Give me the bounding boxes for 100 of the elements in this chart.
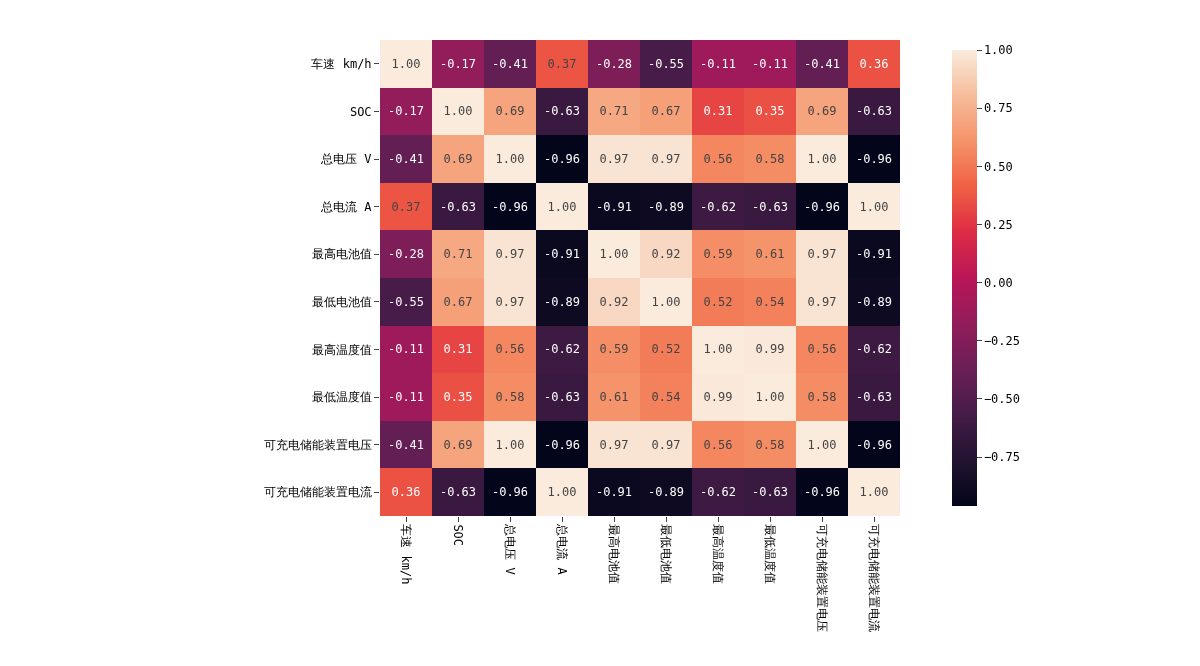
data-label: -0.63 xyxy=(439,200,477,215)
x-tick-label: 最低电池值 xyxy=(659,524,674,585)
data-label: 1.00 xyxy=(443,104,473,119)
data-label: 0.99 xyxy=(703,390,733,405)
data-label: -0.62 xyxy=(543,342,581,357)
data-label: 0.69 xyxy=(495,104,525,119)
data-label: -0.91 xyxy=(855,247,893,262)
y-tick-label: 最低温度值 xyxy=(311,390,372,405)
data-label: 0.97 xyxy=(651,438,681,453)
data-label: 0.54 xyxy=(755,295,785,310)
data-label: 1.00 xyxy=(807,438,837,453)
color-bar-label: −0.50 xyxy=(983,392,1021,407)
data-label: -0.96 xyxy=(855,438,893,453)
data-label: 0.59 xyxy=(599,342,629,357)
data-label: 1.00 xyxy=(495,152,525,167)
data-label: -0.96 xyxy=(491,485,529,500)
data-label: 0.56 xyxy=(807,342,837,357)
data-label: 1.00 xyxy=(859,485,889,500)
data-label: -0.89 xyxy=(647,200,685,215)
data-label: 0.37 xyxy=(391,200,421,215)
data-label: -0.41 xyxy=(387,152,425,167)
data-label: 0.97 xyxy=(807,295,837,310)
data-label: 0.67 xyxy=(651,104,681,119)
data-label: 0.97 xyxy=(495,295,525,310)
data-label: 1.00 xyxy=(599,247,629,262)
data-label: 1.00 xyxy=(859,200,889,215)
data-label: 0.36 xyxy=(391,485,421,500)
data-label: 0.69 xyxy=(443,438,473,453)
data-label: 1.00 xyxy=(547,200,577,215)
data-label: -0.55 xyxy=(387,295,425,310)
color-bar-label: −0.75 xyxy=(983,450,1021,465)
data-label: -0.41 xyxy=(803,57,841,72)
data-label: -0.62 xyxy=(699,200,737,215)
data-label: -0.41 xyxy=(387,438,425,453)
x-tick-label: 可充电储能装置电流 xyxy=(867,524,882,633)
data-label: -0.55 xyxy=(647,57,685,72)
data-label: 1.00 xyxy=(547,485,577,500)
data-label: -0.63 xyxy=(543,390,581,405)
y-tick-label: SOC xyxy=(349,104,372,119)
color-bar-label: 0.25 xyxy=(983,217,1013,232)
data-label: -0.63 xyxy=(855,104,893,119)
data-label: 0.35 xyxy=(443,390,473,405)
data-label: 0.58 xyxy=(807,390,837,405)
data-label: 0.31 xyxy=(703,104,733,119)
data-label: 0.69 xyxy=(443,152,473,167)
y-tick-label: 总电压 V xyxy=(320,152,372,167)
data-label: -0.96 xyxy=(803,200,841,215)
data-label: -0.89 xyxy=(855,295,893,310)
data-label: 0.54 xyxy=(651,390,681,405)
data-label: 0.99 xyxy=(755,342,785,357)
data-label: 0.56 xyxy=(703,438,733,453)
data-label: 0.31 xyxy=(443,342,473,357)
data-label: -0.17 xyxy=(439,57,477,72)
data-label: 0.97 xyxy=(495,247,525,262)
data-label: -0.62 xyxy=(699,485,737,500)
y-tick-label: 车速 km/h xyxy=(311,57,372,71)
data-label: 1.00 xyxy=(807,152,837,167)
color-bar-label: 1.00 xyxy=(983,43,1013,58)
data-label: 0.97 xyxy=(599,438,629,453)
data-label: -0.96 xyxy=(855,152,893,167)
data-label: -0.96 xyxy=(543,438,581,453)
data-label: 1.00 xyxy=(391,57,421,72)
data-label: -0.28 xyxy=(387,247,425,262)
data-label: -0.11 xyxy=(751,57,789,72)
color-bar-label: −0.25 xyxy=(983,334,1021,349)
data-label: 1.00 xyxy=(495,438,525,453)
x-tick-label: 最低温度值 xyxy=(763,524,778,585)
data-label: -0.91 xyxy=(595,485,633,500)
y-tick-label: 可充电储能装置电压 xyxy=(263,437,372,452)
color-bar-label: 0.50 xyxy=(983,159,1013,174)
x-tick-label: 车速 km/h xyxy=(399,524,414,585)
y-tick-label: 最高温度值 xyxy=(311,342,372,357)
data-label: -0.63 xyxy=(751,200,789,215)
data-label: 0.92 xyxy=(651,247,681,262)
y-tick-label: 最高电池值 xyxy=(311,247,372,262)
data-label: -0.63 xyxy=(439,485,477,500)
data-label: -0.17 xyxy=(387,104,425,119)
data-label: 1.00 xyxy=(755,390,785,405)
data-label: 0.71 xyxy=(599,104,629,119)
data-label: 1.00 xyxy=(703,342,733,357)
data-label: 0.36 xyxy=(859,57,889,72)
data-label: 0.52 xyxy=(651,342,681,357)
y-tick-label: 可充电储能装置电流 xyxy=(263,485,372,500)
color-bar-label: 0.00 xyxy=(983,275,1013,290)
data-label: 0.52 xyxy=(703,295,733,310)
x-tick-label: SOC xyxy=(451,524,466,547)
x-tick-label: 可充电储能装置电压 xyxy=(815,524,830,633)
x-tick-label: 最高温度值 xyxy=(711,524,726,585)
data-label: 0.61 xyxy=(755,247,785,262)
data-label: 0.58 xyxy=(755,438,785,453)
data-label: -0.89 xyxy=(647,485,685,500)
data-label: 0.59 xyxy=(703,247,733,262)
data-label: 0.97 xyxy=(651,152,681,167)
data-label: -0.11 xyxy=(387,342,425,357)
data-label: -0.96 xyxy=(803,485,841,500)
data-label: 0.61 xyxy=(599,390,629,405)
data-label: -0.62 xyxy=(855,342,893,357)
data-label: 0.92 xyxy=(599,295,629,310)
data-label: 0.69 xyxy=(807,104,837,119)
x-tick-label: 总电流 A xyxy=(555,523,570,576)
